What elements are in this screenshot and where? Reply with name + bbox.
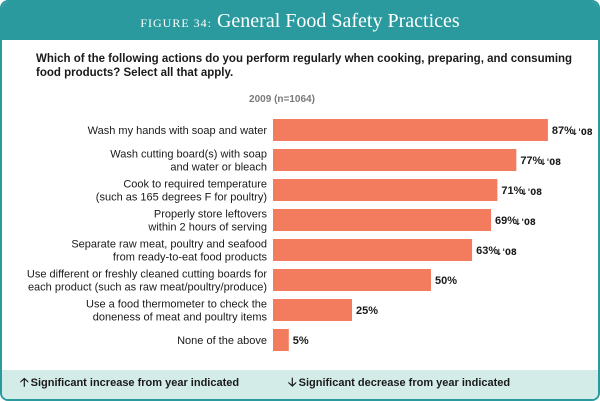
category-label: Use a food thermometer to check the donen… — [86, 299, 267, 324]
significance-annotation: ↓'08 — [571, 128, 593, 138]
figure-title: General Food Safety Practices — [216, 10, 460, 32]
category-label: Properly store leftovers within 2 hours o… — [147, 209, 267, 234]
bar — [273, 329, 289, 351]
up-arrow-icon: 🡡 — [20, 375, 29, 389]
legend-footer: 🡡 Significant increase from year indicate… — [2, 370, 598, 399]
category-label: Wash my hands with soap and water — [88, 125, 268, 137]
value-label: 71% — [501, 185, 523, 197]
figure-header: FIGURE 34: General Food Safety Practices — [2, 2, 598, 40]
significance-annotation: ↓'08 — [540, 158, 562, 168]
value-label: 25% — [356, 305, 378, 317]
survey-question: Which of the following actions do you pe… — [36, 53, 573, 79]
category-label: Use different or freshly cleaned cutting… — [27, 269, 267, 294]
significance-annotation: ↓'08 — [521, 188, 543, 198]
category-label: Wash cutting board(s) with soap and water… — [110, 149, 267, 174]
category-label: Cook to required temperature (such as 165… — [96, 179, 267, 204]
value-label: 69% — [495, 215, 517, 227]
down-arrow-icon: 🡣 — [288, 375, 297, 389]
figure-label: FIGURE 34: — [140, 16, 212, 30]
legend-increase-label: Significant increase from year indicated — [30, 377, 240, 389]
bar — [273, 209, 492, 231]
value-label: 50% — [435, 275, 457, 287]
legend-decrease: 🡣 Significant decrease from year indicate… — [288, 375, 510, 390]
bar — [273, 149, 517, 171]
series-label: 2009 (n=1064) — [249, 94, 315, 105]
bar — [273, 119, 548, 141]
value-label: 5% — [293, 335, 309, 347]
category-label: Separate raw meat, poultry and seafood fr… — [71, 239, 267, 264]
bar-chart: Wash my hands with soap and water 87%↓'08… — [27, 119, 593, 351]
value-label: 77% — [520, 155, 542, 167]
significance-annotation: ↓'08 — [514, 218, 536, 228]
bar — [273, 299, 352, 321]
bar — [273, 239, 473, 261]
bar — [273, 179, 498, 201]
category-label: None of the above — [177, 335, 267, 347]
value-label: 87% — [552, 125, 574, 137]
legend-increase: 🡡 Significant increase from year indicate… — [20, 375, 239, 390]
bar — [273, 269, 431, 291]
legend-decrease-label: Significant decrease from year indicated — [298, 377, 511, 389]
significance-annotation: ↓'08 — [495, 248, 517, 258]
value-label: 63% — [476, 245, 498, 257]
